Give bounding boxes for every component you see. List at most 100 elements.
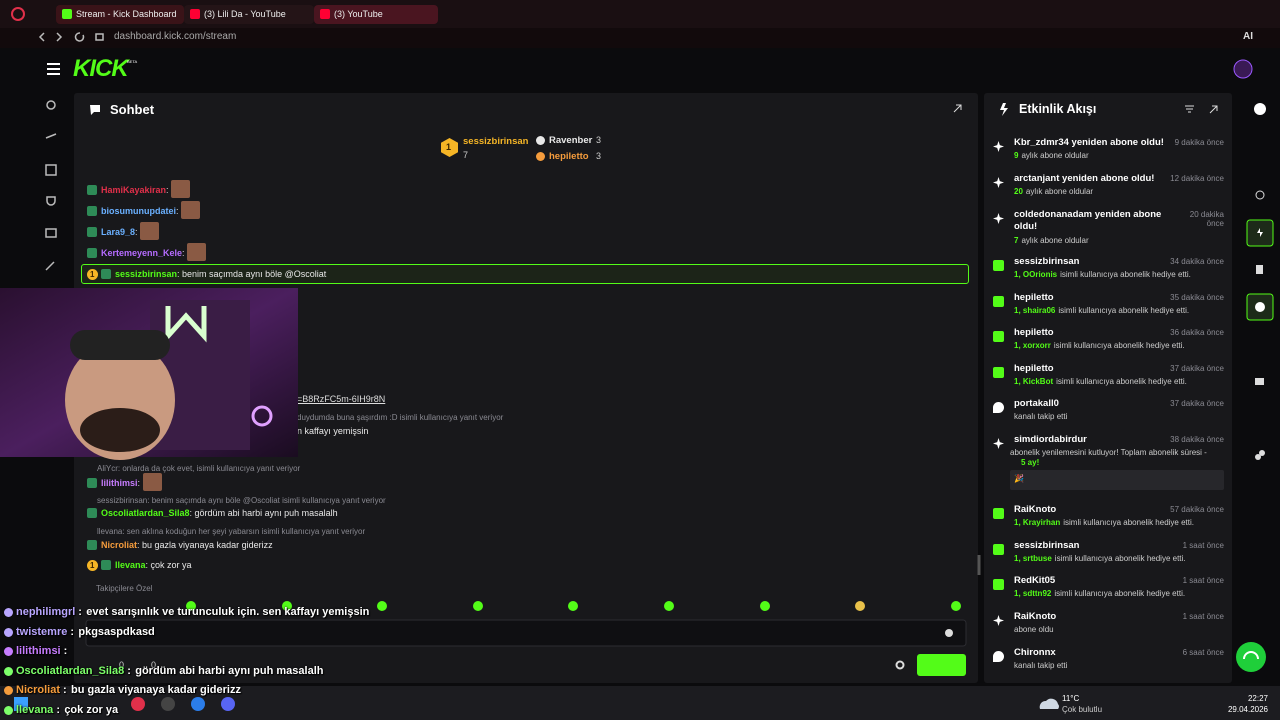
username: Lara9_8 (101, 227, 136, 237)
chat-title: Sohbet (110, 102, 155, 117)
event-time: 34 dakika önce (1170, 257, 1224, 266)
username: Nicroliat (101, 540, 138, 550)
event-icon (993, 141, 1004, 152)
hidden-text: n kaffayı yemişsin (297, 426, 369, 436)
user-badge (87, 185, 97, 195)
leader-name: hepiletto (549, 151, 589, 162)
event-icon (993, 296, 1004, 307)
settings-button[interactable] (895, 660, 905, 670)
ai-button: AI (1243, 31, 1253, 42)
event-icon (993, 331, 1004, 342)
leader-name: sessizbirinsan (463, 136, 529, 147)
help-icon (1243, 651, 1259, 660)
username: HamiKayakiran (101, 185, 167, 195)
leader-icon (536, 136, 545, 145)
logo-badge: BETA (127, 59, 138, 64)
overlay-separator: : (70, 625, 75, 638)
event-detail: kanalı takip etti (1014, 412, 1068, 421)
tab-favicon (62, 9, 72, 19)
separator: : (176, 206, 179, 216)
event-title: hepiletto (1014, 363, 1054, 374)
activity-title: Etkinlik Akışı (1019, 102, 1097, 116)
event-highlight: 9 (1014, 151, 1019, 160)
separator: : (177, 269, 180, 279)
event-time: 1 saat önce (1182, 576, 1224, 585)
reply-context: AliYcr: onlarda da çok evet, isimli kull… (97, 464, 301, 473)
overlay-badge (4, 627, 13, 637)
event-icon (993, 402, 1004, 413)
overlay-text: bu gazla viyanaya kadar giderizz (71, 684, 241, 696)
rank-badge (87, 269, 98, 280)
event-note: 🎉 (1014, 474, 1024, 483)
tab-favicon (190, 9, 200, 19)
event-time: 20 dakika önce (1189, 210, 1224, 228)
tab[interactable] (56, 5, 184, 24)
event-title: RaiKnoto (1014, 611, 1057, 622)
event-time: 36 dakika önce (1170, 328, 1224, 337)
separator: : (145, 560, 149, 570)
activity-tools[interactable] (1185, 105, 1218, 114)
menu-icon (47, 63, 60, 75)
message-text: çok zor ya (150, 560, 192, 570)
event-icon (993, 544, 1004, 555)
counter: 0 (151, 660, 157, 670)
event-title: sessizbirinsan (1014, 540, 1080, 551)
user-badge (87, 206, 97, 216)
event-time: 37 dakika önce (1170, 364, 1224, 373)
event-icon (993, 438, 1004, 449)
overlay-text: evet sarışınlık ve turunculuk için. sen … (86, 606, 370, 618)
tab[interactable] (184, 5, 314, 24)
separator: : (189, 508, 193, 518)
event-highlight: 5 ay! (1021, 458, 1040, 467)
event-detail: isimli kullanıcıya abonelik hediye etti. (1058, 306, 1190, 315)
send-button[interactable] (917, 654, 966, 676)
event-detail: isimli kullanıcıya abonelik hediye etti. (1060, 270, 1191, 279)
event-icon (993, 177, 1004, 188)
event-title: Chironnx (1014, 647, 1056, 658)
followers-only: Takipçilere Özel (96, 584, 153, 593)
leader-count: 7 (463, 150, 469, 160)
event-icon (993, 260, 1004, 271)
username: Kertemeyenn_Kele (101, 248, 183, 258)
event-time: 9 dakika önce (1174, 138, 1224, 147)
event-title: hepiletto (1014, 292, 1054, 303)
overlay-badge (4, 705, 13, 715)
event-icon (993, 213, 1004, 224)
event-detail: aylık abone oldular (1021, 151, 1089, 160)
emote (181, 201, 200, 219)
user-badge (87, 248, 97, 258)
right-sidebar[interactable] (1246, 103, 1274, 460)
event-detail: isimli kullanıcıya abonelik hediye etti. (1054, 589, 1186, 598)
separator: : (166, 185, 169, 195)
bolt-icon (1000, 103, 1008, 116)
overlay-separator: : (56, 703, 60, 716)
hidden-reply: duydumda buna şaşırdım :D isimli kullanı… (297, 413, 504, 422)
tab[interactable] (314, 5, 438, 24)
event-detail: aylık abone oldular (1025, 187, 1094, 196)
avatar[interactable] (1233, 59, 1253, 79)
event-time: 1 saat önce (1182, 612, 1224, 621)
event-icon (993, 615, 1004, 626)
event-detail: isimli kullanıcıya abonelik hediye etti. (1063, 518, 1194, 527)
browser-logo (11, 7, 25, 21)
username: llevana (115, 560, 146, 570)
taskbar-apps (14, 697, 235, 711)
event-highlight: 1, Krayirhan (1014, 518, 1061, 527)
emote (187, 243, 207, 261)
help-button[interactable] (1236, 642, 1266, 672)
counter: 0 (119, 660, 125, 670)
overlay-badge (4, 608, 13, 617)
event-title: arctanjant yeniden abone oldu! (1014, 173, 1155, 184)
clock-date: 29.04.2026 (1227, 705, 1268, 714)
emote (140, 222, 160, 240)
event-detail: abone oldu (1014, 625, 1054, 634)
message-text: gördüm abi harbi aynı puh masalalh (194, 508, 338, 518)
emoji-button[interactable] (945, 629, 953, 637)
event-time: 6 saat önce (1182, 648, 1224, 657)
chat-input[interactable] (85, 619, 967, 647)
temperature: 11°C (1062, 694, 1080, 703)
event-highlight: 1, sdttn92 (1014, 589, 1052, 598)
emote (142, 473, 162, 491)
popout-icon[interactable] (953, 104, 962, 113)
